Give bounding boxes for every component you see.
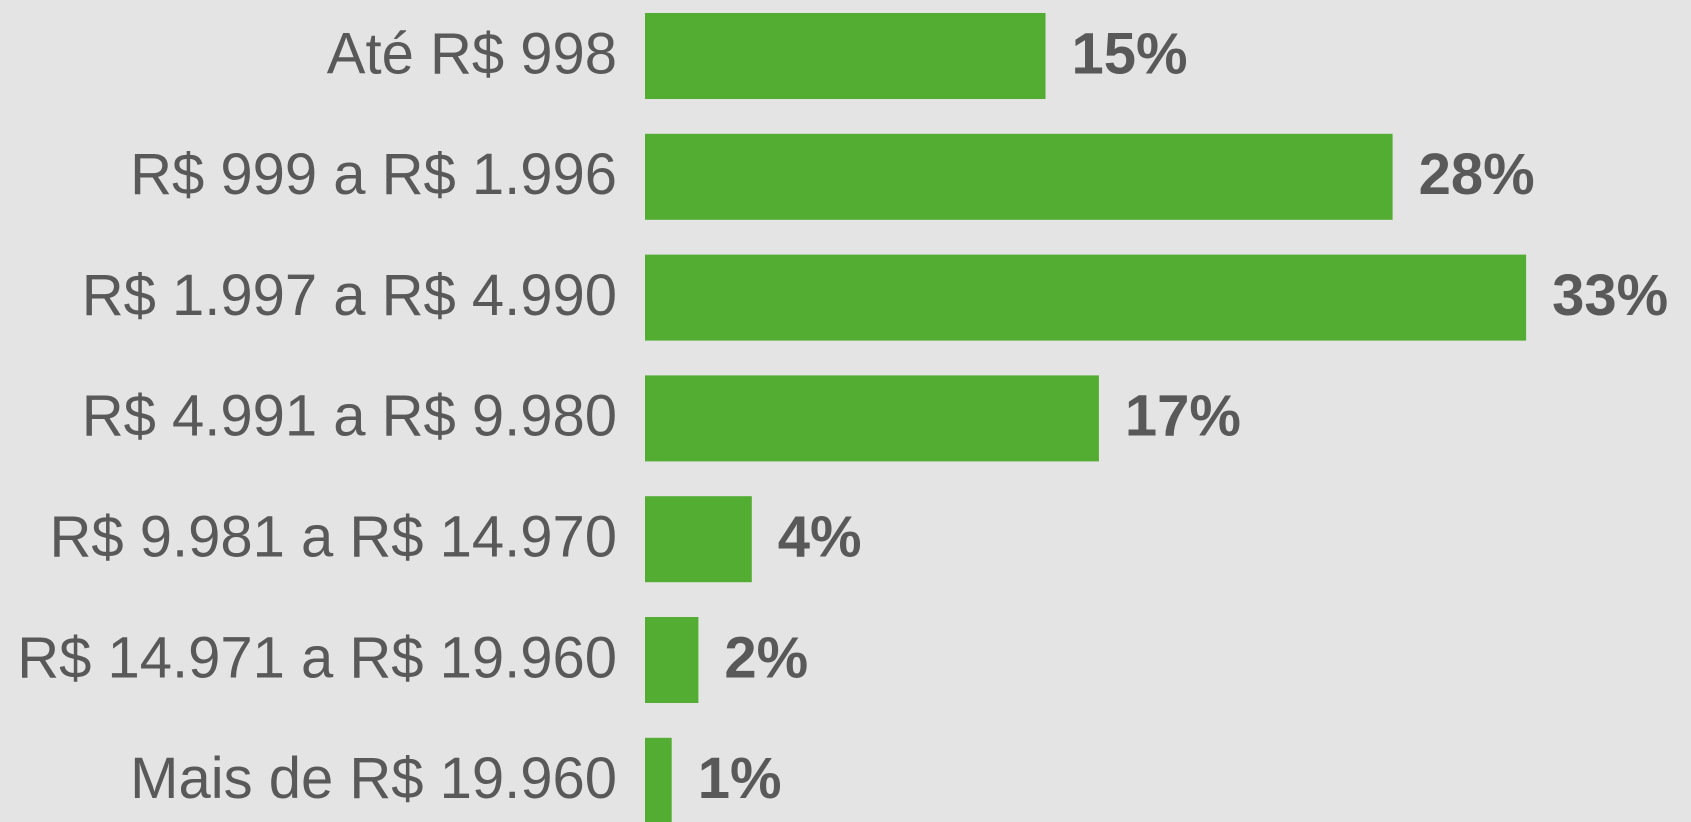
- value-label: 17%: [1125, 384, 1241, 449]
- bar: [645, 737, 672, 822]
- value-label: 28%: [1419, 142, 1535, 207]
- category-label: R$ 4.991 a R$ 9.980: [82, 384, 617, 449]
- category-label: R$ 14.971 a R$ 19.960: [17, 625, 617, 690]
- value-label: 1%: [698, 746, 782, 811]
- bar: [645, 133, 1393, 220]
- value-label: 15%: [1072, 21, 1188, 86]
- bar: [645, 375, 1099, 462]
- category-label: Até R$ 998: [327, 21, 617, 86]
- bar: [645, 13, 1046, 99]
- category-label: R$ 999 a R$ 1.996: [130, 142, 617, 207]
- value-label: 2%: [724, 625, 808, 690]
- value-label: 4%: [778, 505, 862, 570]
- category-label: R$ 1.997 a R$ 4.990: [82, 263, 617, 328]
- category-label: R$ 9.981 a R$ 14.970: [49, 505, 617, 570]
- bar: [645, 254, 1527, 341]
- bar: [645, 496, 752, 583]
- category-label: Mais de R$ 19.960: [130, 746, 617, 811]
- value-label: 33%: [1552, 263, 1668, 328]
- bar: [645, 617, 699, 703]
